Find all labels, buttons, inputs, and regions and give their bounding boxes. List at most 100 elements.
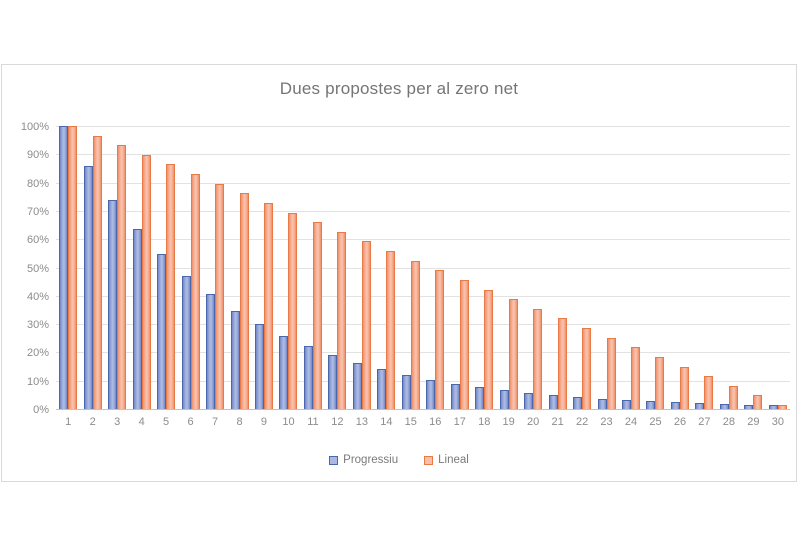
legend-swatch-icon bbox=[329, 455, 339, 465]
x-axis-tick-label: 9 bbox=[260, 416, 268, 428]
bar-lineal bbox=[606, 338, 616, 409]
y-axis-tick-label: 0% bbox=[33, 404, 49, 416]
gridline bbox=[56, 211, 790, 212]
x-axis-tick-label: 7 bbox=[211, 416, 219, 428]
category-slot bbox=[178, 126, 202, 409]
category-slot bbox=[129, 126, 153, 409]
gridline bbox=[56, 324, 790, 325]
bar-lineal bbox=[141, 155, 151, 409]
bar-lineal bbox=[631, 347, 641, 409]
x-axis-tick-label: 22 bbox=[575, 416, 589, 428]
bar-lineal bbox=[777, 405, 787, 409]
bar-lineal bbox=[533, 309, 543, 409]
x-axis-tick-label: 13 bbox=[355, 416, 368, 428]
y-axis-tick-label: 30% bbox=[26, 319, 49, 331]
legend-item-lineal: Lineal bbox=[424, 454, 469, 466]
category-slot bbox=[325, 126, 349, 409]
category-slot bbox=[496, 126, 520, 409]
bar-lineal bbox=[508, 299, 518, 409]
bar-lineal bbox=[704, 376, 714, 409]
x-axis-tick-label: 28 bbox=[722, 416, 736, 428]
category-slot bbox=[545, 126, 569, 409]
bar-progressiu bbox=[108, 200, 118, 409]
bar-progressiu bbox=[548, 395, 558, 409]
bar-progressiu bbox=[254, 324, 264, 409]
category-slot bbox=[766, 126, 790, 409]
x-axis-tick-label: 19 bbox=[502, 416, 515, 428]
category-slot bbox=[472, 126, 496, 409]
bar-lineal bbox=[728, 386, 738, 409]
bar-progressiu bbox=[475, 387, 485, 409]
bar-lineal bbox=[92, 136, 102, 409]
bar-progressiu bbox=[181, 276, 191, 409]
gridline bbox=[56, 409, 790, 410]
legend-item-progressiu: Progressiu bbox=[329, 454, 398, 466]
x-axis-tick-label: 18 bbox=[478, 416, 491, 428]
bar-progressiu bbox=[83, 166, 93, 409]
category-slot bbox=[154, 126, 178, 409]
legend-label: Lineal bbox=[438, 454, 469, 466]
gridline bbox=[56, 183, 790, 184]
x-axis-tick-label: 27 bbox=[698, 416, 711, 428]
bar-lineal bbox=[288, 213, 298, 409]
category-slot bbox=[301, 126, 325, 409]
x-axis-tick-label: 17 bbox=[453, 416, 466, 428]
bar-lineal bbox=[655, 357, 665, 409]
legend-label: Progressiu bbox=[343, 454, 399, 466]
category-slot bbox=[252, 126, 276, 409]
chart-card: Dues propostes per al zero net 0% 10% 20% 3… bbox=[1, 64, 797, 482]
gridline bbox=[56, 268, 790, 269]
bar-lineal bbox=[484, 290, 494, 409]
bar-progressiu bbox=[719, 404, 729, 409]
bar-lineal bbox=[459, 280, 469, 409]
bar-progressiu bbox=[206, 294, 216, 409]
gridline bbox=[56, 154, 790, 155]
bar-progressiu bbox=[230, 311, 240, 409]
bar-progressiu bbox=[426, 380, 436, 409]
bar-lineal bbox=[312, 222, 322, 409]
x-axis-tick-label: 11 bbox=[307, 416, 319, 428]
category-slot bbox=[668, 126, 692, 409]
category-slot bbox=[521, 126, 545, 409]
bar-progressiu bbox=[377, 369, 387, 409]
x-axis-tick-label: 1 bbox=[65, 416, 72, 428]
category-slot bbox=[570, 126, 594, 409]
category-slot bbox=[227, 126, 251, 409]
category-slot bbox=[717, 126, 741, 409]
y-axis-tick-label: 40% bbox=[26, 291, 49, 303]
gridline bbox=[56, 239, 790, 240]
bar-progressiu bbox=[524, 393, 534, 409]
bar-lineal bbox=[753, 395, 763, 409]
category-slot bbox=[374, 126, 398, 409]
x-axis-tick-label: 30 bbox=[771, 416, 784, 428]
gridline bbox=[56, 381, 790, 382]
category-slot bbox=[619, 126, 643, 409]
x-axis-tick-label: 8 bbox=[236, 416, 243, 428]
legend-swatch-icon bbox=[424, 455, 434, 465]
category-slot bbox=[80, 126, 104, 409]
y-axis-tick-label: 60% bbox=[26, 234, 49, 246]
bar-progressiu bbox=[279, 336, 289, 409]
x-axis-tick-label: 16 bbox=[429, 416, 442, 428]
x-axis-tick-label: 15 bbox=[404, 416, 417, 428]
category-slot bbox=[105, 126, 129, 409]
x-axis-tick-label: 12 bbox=[331, 416, 344, 428]
bar-progressiu bbox=[744, 405, 754, 409]
category-slot bbox=[203, 126, 227, 409]
bar-lineal bbox=[557, 318, 567, 409]
x-axis-tick-label: 5 bbox=[163, 416, 170, 428]
bar-lineal bbox=[582, 328, 592, 409]
bar-progressiu bbox=[450, 384, 460, 409]
x-axis-tick-label: 4 bbox=[138, 416, 145, 428]
y-axis-tick-label: 20% bbox=[26, 347, 49, 359]
x-axis-tick-label: 10 bbox=[282, 416, 295, 428]
bar-lineal bbox=[190, 174, 200, 409]
bar-lineal bbox=[263, 203, 273, 409]
y-axis-tick-label: 80% bbox=[26, 178, 49, 190]
bar-progressiu bbox=[646, 401, 656, 409]
bars-layer bbox=[56, 126, 790, 409]
bar-lineal bbox=[386, 251, 396, 409]
category-slot bbox=[692, 126, 716, 409]
x-axis-labels: 1 2 3 4 5 6 7 8 9 10 11 12 13 14 15 16 17 18 19 20 21 22 23 24 2… bbox=[56, 416, 790, 428]
